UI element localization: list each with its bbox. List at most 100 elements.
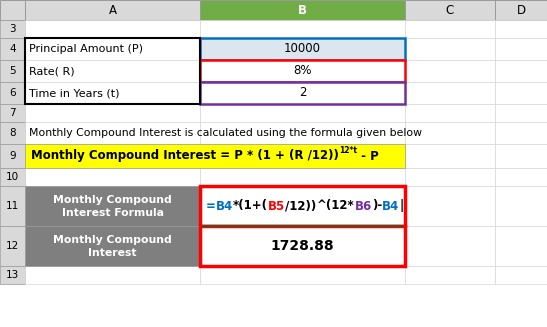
Text: Monthly Compound Interest = P * (1 + (R /12)): Monthly Compound Interest = P * (1 + (R …: [31, 149, 339, 163]
Text: )-: )-: [371, 199, 382, 213]
Text: 7: 7: [9, 108, 16, 118]
Bar: [200, 0, 405, 20]
Bar: [200, 144, 405, 168]
Bar: [25, 104, 200, 122]
Bar: [405, 0, 495, 20]
Text: B6: B6: [354, 199, 371, 213]
Bar: [405, 122, 495, 144]
Text: 5: 5: [9, 66, 16, 76]
Text: 4: 4: [9, 44, 16, 54]
Bar: [0, 144, 25, 168]
Text: 3: 3: [9, 24, 16, 34]
Text: /12)): /12)): [286, 199, 317, 213]
Bar: [25, 186, 200, 226]
Text: Monthly Compound: Monthly Compound: [53, 235, 172, 245]
Text: *(1+(: *(1+(: [233, 199, 268, 213]
Bar: [200, 168, 405, 186]
Text: 10: 10: [6, 172, 19, 182]
Text: 8: 8: [9, 128, 16, 138]
Text: D: D: [516, 4, 526, 16]
Bar: [25, 226, 200, 266]
Bar: [25, 226, 200, 266]
Bar: [495, 186, 547, 226]
Bar: [200, 82, 405, 104]
Bar: [200, 186, 405, 226]
Text: C: C: [446, 4, 454, 16]
Bar: [200, 82, 405, 104]
Bar: [0, 122, 25, 144]
Bar: [0, 266, 25, 284]
Bar: [25, 144, 405, 168]
Bar: [0, 60, 25, 82]
Bar: [0, 20, 25, 38]
Bar: [200, 20, 405, 38]
Bar: [0, 168, 25, 186]
Text: 8%: 8%: [293, 64, 312, 77]
Bar: [495, 266, 547, 284]
Text: 10000: 10000: [284, 43, 321, 56]
Bar: [200, 226, 405, 266]
Bar: [200, 38, 405, 60]
Bar: [200, 266, 405, 284]
Bar: [405, 38, 495, 60]
Text: B5: B5: [268, 199, 286, 213]
Text: 12*t: 12*t: [339, 146, 357, 155]
Bar: [25, 82, 200, 104]
Bar: [495, 38, 547, 60]
Text: 11: 11: [6, 201, 19, 211]
Bar: [405, 144, 495, 168]
Bar: [495, 0, 547, 20]
Bar: [495, 60, 547, 82]
Bar: [405, 226, 495, 266]
Bar: [25, 38, 200, 60]
Bar: [0, 226, 25, 266]
Text: A: A: [108, 4, 117, 16]
Bar: [495, 104, 547, 122]
Bar: [200, 38, 405, 60]
Text: Interest Formula: Interest Formula: [61, 208, 164, 218]
Text: 1728.88: 1728.88: [271, 239, 334, 253]
Bar: [0, 0, 25, 20]
Text: 6: 6: [9, 88, 16, 98]
Bar: [495, 82, 547, 104]
Bar: [25, 144, 200, 168]
Text: 13: 13: [6, 270, 19, 280]
Bar: [25, 122, 200, 144]
Bar: [405, 20, 495, 38]
Text: Interest: Interest: [88, 248, 137, 258]
Bar: [405, 168, 495, 186]
Bar: [0, 104, 25, 122]
Bar: [25, 0, 200, 20]
Text: 9: 9: [9, 151, 16, 161]
Bar: [495, 144, 547, 168]
Text: B4: B4: [382, 199, 399, 213]
Text: 2: 2: [299, 87, 306, 99]
Text: - P: - P: [357, 149, 379, 163]
Bar: [25, 266, 200, 284]
Bar: [25, 168, 200, 186]
Bar: [405, 104, 495, 122]
Bar: [200, 186, 405, 226]
Text: Monthly Compound Interest is calculated using the formula given below: Monthly Compound Interest is calculated …: [29, 128, 422, 138]
Bar: [495, 122, 547, 144]
Text: Monthly Compound: Monthly Compound: [53, 195, 172, 205]
Bar: [200, 60, 405, 82]
Text: Time in Years (t): Time in Years (t): [29, 88, 119, 98]
Bar: [405, 186, 495, 226]
Bar: [200, 226, 405, 266]
Bar: [405, 82, 495, 104]
Bar: [405, 266, 495, 284]
Bar: [25, 38, 200, 104]
Bar: [200, 122, 405, 144]
Bar: [495, 226, 547, 266]
Text: =: =: [206, 199, 216, 213]
Bar: [200, 60, 405, 82]
Bar: [0, 38, 25, 60]
Text: Principal Amount (P): Principal Amount (P): [29, 44, 143, 54]
Bar: [0, 82, 25, 104]
Bar: [200, 104, 405, 122]
Bar: [25, 20, 200, 38]
Text: 12: 12: [6, 241, 19, 251]
Bar: [495, 20, 547, 38]
Text: B: B: [298, 4, 307, 16]
